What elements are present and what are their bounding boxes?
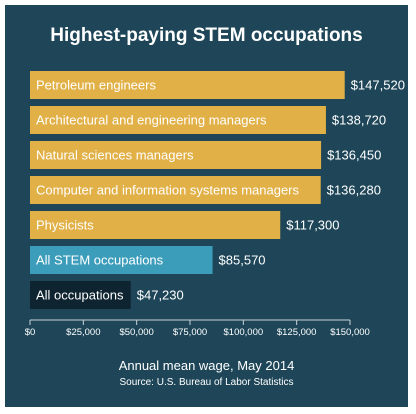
bar-3 [30,141,322,169]
value-label-2: $138,720 [332,113,386,128]
value-label-7: $47,230 [137,288,184,303]
category-label-6: All STEM occupations [36,253,164,268]
chart-title: Highest-paying STEM occupations [50,25,363,46]
value-label-3: $136,450 [327,148,381,163]
x-tick-label-6: $150,000 [330,327,370,338]
bar-7 [30,281,131,309]
bar-4 [30,176,321,204]
value-label-1: $147,520 [351,78,405,93]
category-label-4: Computer and information systems manager… [36,183,300,198]
bar-5 [30,211,281,239]
value-label-4: $136,280 [327,183,381,198]
x-tick-label-0: $0 [25,327,36,338]
category-label-7: All occupations [36,288,124,303]
category-label-2: Architectural and engineering managers [36,113,267,128]
bar-chart: Petroleum engineers $147,520 Architectural… [25,71,405,338]
x-tick-label-5: $125,000 [277,327,317,338]
source-note: Source: U.S. Bureau of Labor Statistics [119,377,294,388]
x-tick-label-4: $100,000 [224,327,264,338]
x-tick-label-3: $75,000 [173,327,207,338]
value-label-6: $85,570 [219,253,266,268]
x-tick-label-1: $25,000 [66,327,100,338]
bar-2 [30,106,326,134]
x-tick-label-2: $50,000 [119,327,153,338]
x-axis-label: Annual mean wage, May 2014 [118,358,295,373]
category-label-5: Physicists [36,218,94,233]
chart-panel: Highest-paying STEM occupations Petroleu… [5,5,408,407]
bar-1 [30,71,345,99]
bar-6 [30,246,213,274]
value-label-5: $117,300 [286,218,339,233]
category-label-1: Petroleum engineers [36,78,156,93]
category-label-3: Natural sciences managers [36,148,194,163]
